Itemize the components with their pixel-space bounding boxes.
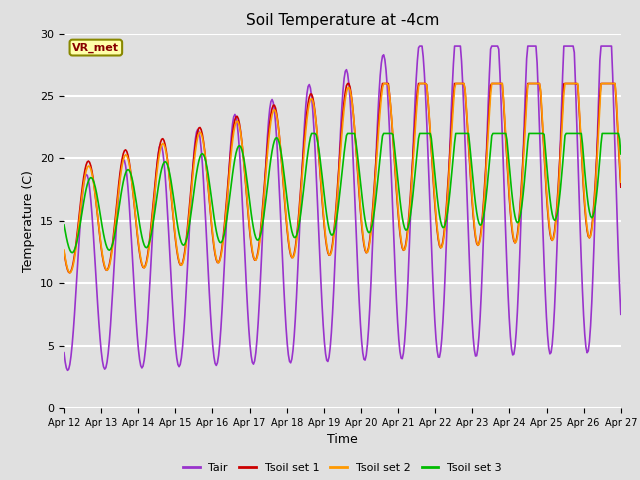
- Title: Soil Temperature at -4cm: Soil Temperature at -4cm: [246, 13, 439, 28]
- Y-axis label: Temperature (C): Temperature (C): [22, 170, 35, 272]
- Text: VR_met: VR_met: [72, 42, 119, 53]
- Legend: Tair, Tsoil set 1, Tsoil set 2, Tsoil set 3: Tair, Tsoil set 1, Tsoil set 2, Tsoil se…: [179, 458, 506, 477]
- X-axis label: Time: Time: [327, 433, 358, 446]
